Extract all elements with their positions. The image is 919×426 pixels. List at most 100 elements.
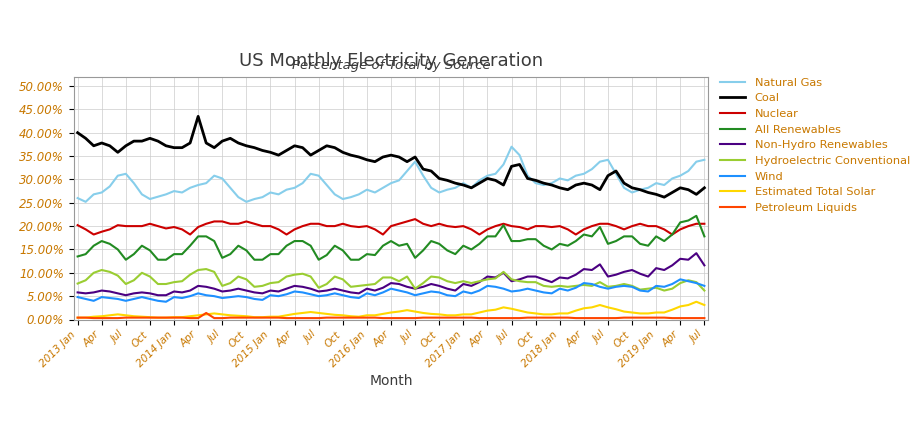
Hydroelectric Conventional [538, 283, 549, 288]
Line: Nuclear: Nuclear [77, 219, 704, 234]
Coal [72, 130, 83, 135]
All Renewables [120, 257, 131, 262]
Line: Non-Hydro Renewables: Non-Hydro Renewables [77, 253, 704, 295]
Coal [658, 195, 669, 200]
Petroleum Liquids [345, 315, 356, 320]
All Renewables [329, 243, 340, 248]
Coal [329, 145, 340, 150]
Non-Hydro Renewables [441, 286, 452, 291]
Hydroelectric Conventional [72, 281, 83, 286]
Wind [233, 294, 244, 299]
Estimated Total Solar [698, 302, 709, 308]
Hydroelectric Conventional [200, 267, 211, 272]
Nuclear [409, 216, 420, 222]
All Renewables [698, 234, 709, 239]
Line: Petroleum Liquids: Petroleum Liquids [77, 313, 704, 318]
Coal [337, 150, 348, 155]
Title: US Monthly Electricity Generation: US Monthly Electricity Generation [239, 52, 542, 69]
Hydroelectric Conventional [249, 284, 260, 289]
Natural Gas [441, 187, 452, 192]
Line: Coal: Coal [77, 116, 704, 197]
Petroleum Liquids [546, 315, 557, 320]
Petroleum Liquids [241, 315, 252, 320]
Estimated Total Solar [690, 299, 701, 304]
Wind [72, 294, 83, 299]
Text: Percentage of Total by Source: Percentage of Total by Source [291, 59, 490, 72]
Line: Natural Gas: Natural Gas [77, 147, 704, 202]
All Renewables [249, 257, 260, 262]
Petroleum Liquids [256, 315, 267, 320]
Natural Gas [249, 196, 260, 201]
Natural Gas [505, 144, 516, 149]
Hydroelectric Conventional [441, 279, 452, 284]
Petroleum Liquids [72, 315, 83, 320]
Nuclear [233, 221, 244, 226]
Nuclear [546, 225, 557, 230]
Nuclear [449, 225, 460, 230]
Hydroelectric Conventional [698, 288, 709, 293]
Non-Hydro Renewables [233, 286, 244, 291]
Petroleum Liquids [88, 316, 99, 321]
Estimated Total Solar [329, 312, 340, 317]
All Renewables [72, 254, 83, 259]
Petroleum Liquids [449, 315, 460, 320]
All Renewables [690, 213, 701, 219]
Natural Gas [329, 192, 340, 197]
Non-Hydro Renewables [538, 277, 549, 282]
Non-Hydro Renewables [249, 290, 260, 295]
Hydroelectric Conventional [337, 277, 348, 282]
Estimated Total Solar [433, 312, 444, 317]
Non-Hydro Renewables [690, 250, 701, 256]
Natural Gas [72, 196, 83, 201]
Petroleum Liquids [698, 316, 709, 321]
X-axis label: Month: Month [369, 374, 413, 388]
Coal [698, 185, 709, 190]
Nuclear [88, 232, 99, 237]
Estimated Total Solar [72, 315, 83, 320]
Non-Hydro Renewables [329, 286, 340, 291]
Hydroelectric Conventional [658, 288, 669, 293]
Non-Hydro Renewables [698, 263, 709, 268]
Estimated Total Solar [224, 313, 235, 318]
Natural Gas [233, 195, 244, 200]
Wind [441, 293, 452, 298]
Estimated Total Solar [529, 311, 540, 316]
Petroleum Liquids [200, 311, 211, 316]
Wind [674, 277, 685, 282]
Estimated Total Solar [241, 314, 252, 319]
Legend: Natural Gas, Coal, Nuclear, All Renewables, Non-Hydro Renewables, Hydroelectric : Natural Gas, Coal, Nuclear, All Renewabl… [720, 78, 909, 213]
Natural Gas [80, 199, 91, 204]
Nuclear [698, 221, 709, 226]
Wind [329, 291, 340, 296]
Nuclear [337, 221, 348, 226]
Wind [160, 299, 171, 304]
Natural Gas [698, 157, 709, 162]
All Renewables [233, 243, 244, 248]
Non-Hydro Renewables [72, 290, 83, 295]
Nuclear [249, 221, 260, 226]
Coal [441, 178, 452, 183]
Nuclear [72, 223, 83, 228]
Wind [249, 296, 260, 302]
Estimated Total Solar [321, 311, 332, 317]
Hydroelectric Conventional [233, 274, 244, 279]
Petroleum Liquids [337, 315, 348, 320]
Natural Gas [337, 196, 348, 201]
Coal [538, 181, 549, 186]
Line: Wind: Wind [77, 279, 704, 302]
All Renewables [441, 248, 452, 253]
Line: Estimated Total Solar: Estimated Total Solar [77, 302, 704, 318]
Wind [337, 293, 348, 298]
Line: Hydroelectric Conventional: Hydroelectric Conventional [77, 269, 704, 291]
Line: All Renewables: All Renewables [77, 216, 704, 260]
All Renewables [337, 248, 348, 253]
All Renewables [538, 243, 549, 248]
Coal [249, 145, 260, 150]
Coal [233, 141, 244, 146]
Coal [192, 114, 203, 119]
Nuclear [329, 224, 340, 229]
Non-Hydro Renewables [120, 293, 131, 298]
Hydroelectric Conventional [329, 274, 340, 279]
Non-Hydro Renewables [337, 288, 348, 293]
Wind [538, 290, 549, 295]
